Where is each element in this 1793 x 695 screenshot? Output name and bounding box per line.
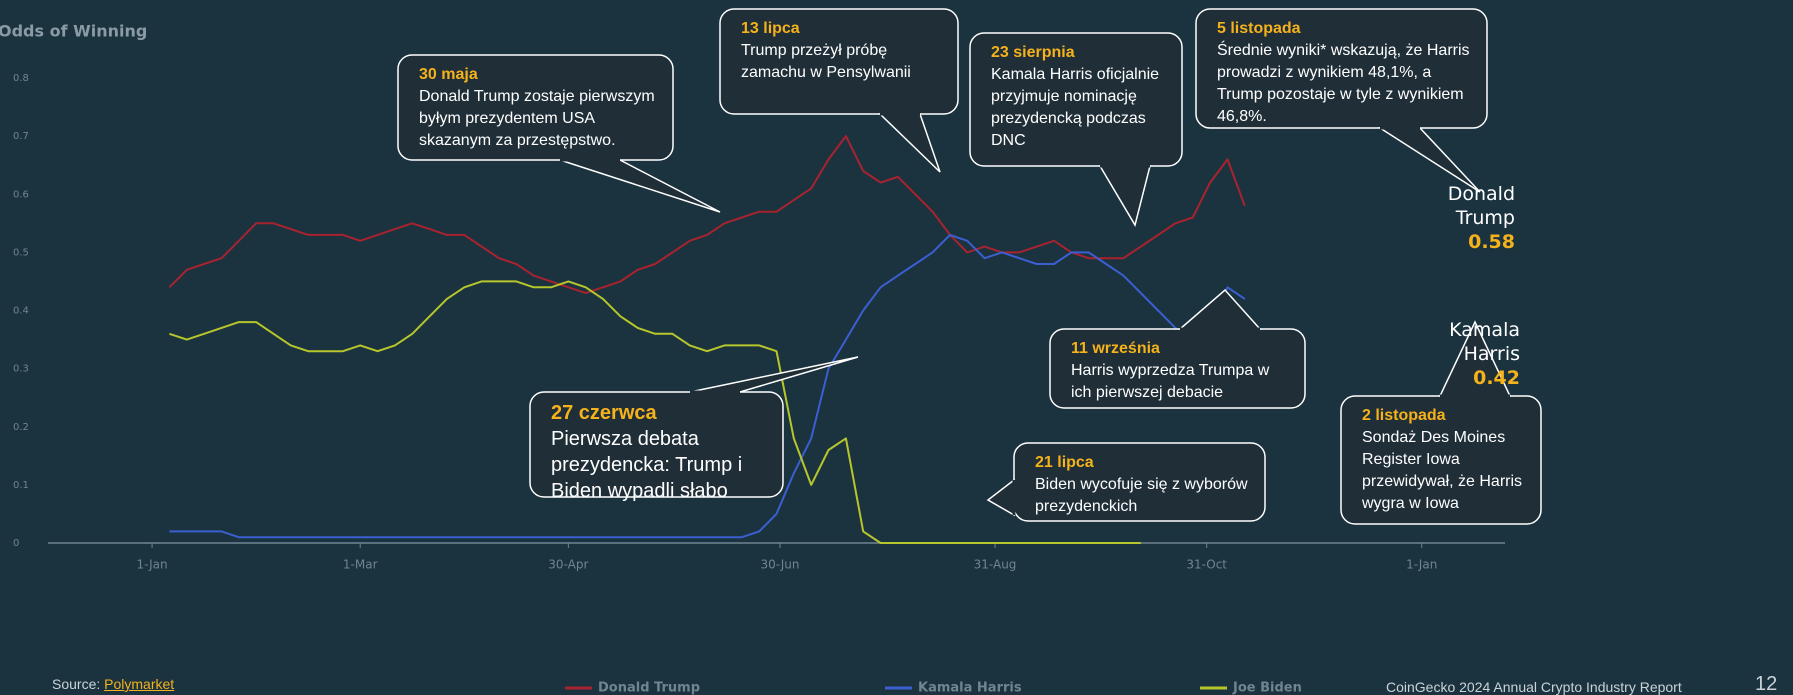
annotation: 27 czerwca Pierwsza debata prezydencka: T… bbox=[551, 400, 768, 504]
x-tick-label: 31-Aug bbox=[974, 558, 1017, 572]
y-tick-label: 0.1 bbox=[13, 480, 29, 491]
x-tick-label: 1-Jan bbox=[137, 558, 168, 572]
chart-title: Odds of Winning bbox=[0, 22, 147, 41]
series-line bbox=[169, 233, 1246, 539]
annotation-pointer bbox=[878, 113, 941, 173]
annotation-text: Sondaż Des Moines Register Iowa przewidy… bbox=[1362, 429, 1523, 512]
annotation-date: 5 listopada bbox=[1217, 20, 1301, 37]
end-label-name: Kamala Harris bbox=[1449, 319, 1520, 365]
annotation: 13 lipca Trump przeżył próbę zamachu w Pe… bbox=[741, 18, 943, 84]
annotation-pointer bbox=[986, 478, 1015, 517]
annotation: 21 lipca Biden wycofuje się z wyborów pre… bbox=[1035, 452, 1250, 518]
footer: CoinGecko 2024 Annual Crypto Industry Re… bbox=[1386, 679, 1682, 695]
y-tick-label: 0.3 bbox=[13, 364, 29, 375]
annotation-text: Biden wycofuje się z wyborów prezydencki… bbox=[1035, 476, 1248, 515]
x-tick-label: 1-Jan bbox=[1406, 558, 1437, 572]
annotation-text: Pierwsza debata prezydencka: Trump i Bid… bbox=[551, 428, 743, 502]
annotation-date: 23 sierpnia bbox=[991, 44, 1075, 61]
source-label: Source: bbox=[52, 676, 101, 692]
y-tick-label: 0.5 bbox=[13, 247, 29, 258]
annotation-pointer bbox=[559, 159, 721, 213]
x-tick-label: 31-Oct bbox=[1186, 558, 1227, 572]
page-number: 12 bbox=[1755, 673, 1778, 695]
annotation-date: 30 maja bbox=[419, 66, 478, 83]
annotation-date: 13 lipca bbox=[741, 20, 800, 37]
x-tick-label: 30-Apr bbox=[548, 558, 588, 572]
y-tick-label: 0.4 bbox=[13, 306, 29, 317]
annotation: 5 listopada Średnie wyniki* wskazują, że … bbox=[1217, 18, 1472, 128]
annotation-text: Średnie wyniki* wskazują, że Harris prow… bbox=[1217, 42, 1470, 125]
y-tick-label: 0.2 bbox=[13, 422, 29, 433]
annotation-box bbox=[1049, 328, 1306, 409]
annotation-pointer bbox=[689, 356, 859, 393]
series-line bbox=[168, 135, 1246, 295]
annotation: 23 sierpnia Kamala Harris oficjalnie przy… bbox=[991, 42, 1167, 152]
annotation-box bbox=[969, 32, 1183, 167]
annotation-date: 2 listopada bbox=[1362, 407, 1446, 424]
annotation-text: Harris wyprzedza Trumpa w ich pierwszej … bbox=[1071, 362, 1270, 401]
y-tick-label: 0.8 bbox=[13, 73, 29, 84]
annotation-date: 11 września bbox=[1071, 340, 1160, 357]
annotation-date: 21 lipca bbox=[1035, 454, 1094, 471]
series-line bbox=[169, 280, 1141, 544]
x-tick-label: 30-Jun bbox=[760, 558, 799, 572]
end-label: Donald Trump 0.58 bbox=[1425, 182, 1515, 254]
annotation-text: Kamala Harris oficjalnie przyjmuje nomin… bbox=[991, 66, 1160, 149]
end-label: Kamala Harris 0.42 bbox=[1430, 318, 1520, 390]
end-label-name: Donald Trump bbox=[1447, 183, 1515, 229]
y-tick-label: 0.7 bbox=[13, 131, 29, 142]
annotation-box bbox=[719, 8, 959, 115]
x-tick-label: 1-Mar bbox=[343, 558, 378, 572]
annotation-text: Trump przeżył próbę zamachu w Pensylwani… bbox=[741, 42, 911, 81]
legend-label: Joe Biden bbox=[1232, 681, 1302, 695]
annotation-pointer bbox=[1098, 165, 1151, 227]
annotation-box bbox=[529, 391, 784, 498]
y-tick-label: 0.6 bbox=[13, 189, 29, 200]
annotation: 2 listopada Sondaż Des Moines Register Io… bbox=[1362, 405, 1526, 515]
annotation-text: Donald Trump zostaje pierwszym byłym pre… bbox=[419, 88, 655, 149]
end-label-value: 0.42 bbox=[1473, 367, 1520, 389]
annotation-box bbox=[1195, 8, 1488, 129]
end-label-value: 0.58 bbox=[1468, 231, 1515, 253]
annotation-box bbox=[397, 54, 674, 161]
legend-label: Kamala Harris bbox=[918, 681, 1022, 695]
annotation: 11 września Harris wyprzedza Trumpa w ich… bbox=[1071, 338, 1290, 404]
legend-label: Donald Trump bbox=[598, 681, 700, 695]
annotation-date: 27 czerwca bbox=[551, 402, 657, 424]
source: Source: Polymarket bbox=[52, 673, 174, 695]
annotation-pointer bbox=[1177, 288, 1262, 330]
annotation: 30 maja Donald Trump zostaje pierwszym by… bbox=[419, 64, 658, 152]
y-tick-label: 0 bbox=[13, 538, 19, 549]
source-link[interactable]: Polymarket bbox=[104, 676, 175, 692]
